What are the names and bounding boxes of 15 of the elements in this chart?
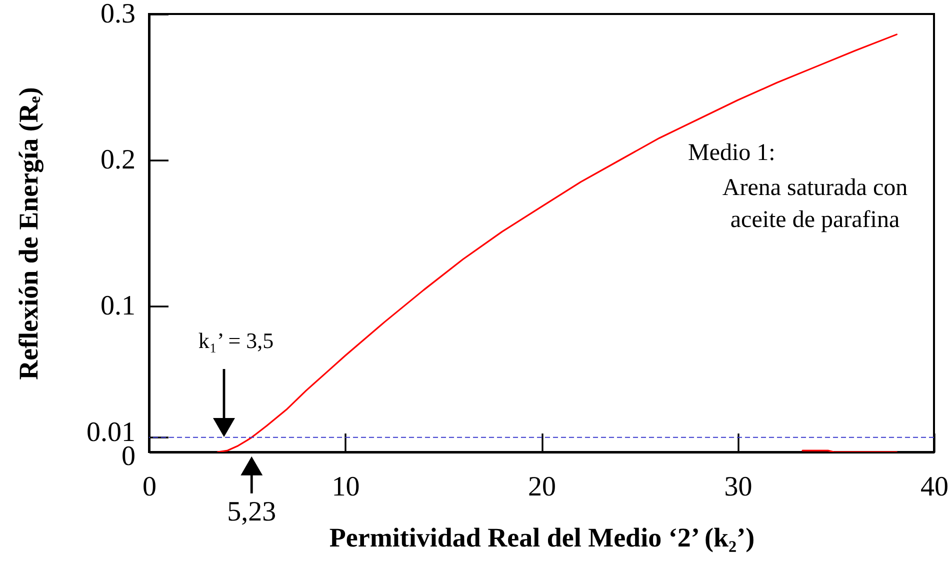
y-tick-label: 0.3: [100, 0, 136, 30]
annotation: k₁’ = 3,5: [198, 328, 274, 353]
x-tick-label: 30: [724, 472, 752, 502]
x-tick-label: 10: [332, 472, 360, 502]
annotation: Medio 1:: [688, 140, 776, 166]
y-tick-label: 0: [122, 441, 136, 472]
y-axis-title: Reflexión de Energía (Rₑ): [14, 87, 44, 380]
annotation: Arena saturada con aceite de parafina: [722, 175, 908, 233]
x-tick-label: 0: [142, 472, 156, 502]
y-tick-label: 0.2: [100, 144, 136, 176]
y-tick-label: 0.1: [100, 290, 136, 322]
x-tick-label: 20: [528, 472, 556, 502]
x-axis-title: Permitividad Real del Medio ‘2’ (k₂’): [329, 522, 755, 552]
x-tick-label: 40: [920, 472, 948, 502]
annotation: 5,23: [227, 496, 276, 528]
